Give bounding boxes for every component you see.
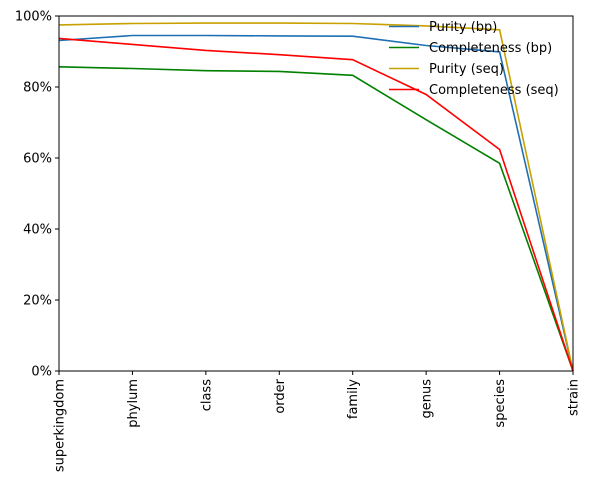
y-tick-label: 0%	[31, 365, 52, 380]
x-tick-label: class	[199, 379, 214, 411]
y-tick-label: 60%	[23, 152, 52, 167]
x-tick-label: order	[273, 378, 288, 413]
y-axis: 0% 20% 40% 60% 80% 100%	[15, 10, 59, 380]
series-line-0	[58, 34, 574, 372]
x-axis: superkingdom phylum class order family genus s…	[53, 371, 582, 472]
x-tick-label: strain	[567, 379, 582, 416]
plot-area-frame	[58, 15, 574, 372]
series-line-3	[58, 37, 574, 372]
x-tick-label: species	[493, 379, 508, 428]
series-lines	[58, 22, 574, 372]
legend-label-1: Completeness (bp)	[429, 41, 552, 56]
legend-label-2: Purity (seq)	[429, 62, 504, 77]
y-tick-label: 100%	[15, 10, 52, 25]
x-tick-label: superkingdom	[53, 379, 68, 472]
y-tick-label: 20%	[23, 294, 52, 309]
y-tick-label: 40%	[23, 223, 52, 238]
series-line-1	[58, 66, 574, 372]
series-line-2	[58, 22, 574, 372]
x-tick-label: family	[346, 379, 361, 419]
legend-label-0: Purity (bp)	[429, 20, 497, 35]
legend: Purity (bp) Completeness (bp) Purity (seq)…	[389, 20, 559, 98]
x-tick-label: genus	[420, 379, 435, 419]
x-tick-label: phylum	[126, 379, 141, 428]
y-tick-label: 80%	[23, 81, 52, 96]
legend-label-3: Completeness (seq)	[429, 83, 559, 98]
